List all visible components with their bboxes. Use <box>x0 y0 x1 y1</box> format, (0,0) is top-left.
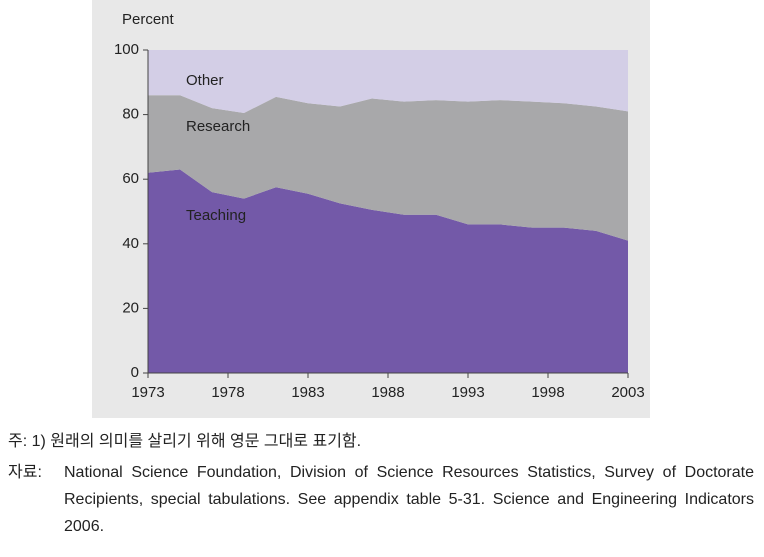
source-text: National Science Foundation, Division of… <box>64 464 754 535</box>
x-tick-label: 1993 <box>451 384 484 401</box>
y-tick-label: 40 <box>122 235 139 252</box>
y-tick-label: 20 <box>122 299 139 316</box>
y-tick-label: 100 <box>114 41 139 58</box>
y-tick-label: 80 <box>122 106 139 123</box>
x-tick-label: 1983 <box>291 384 324 401</box>
note: 주: 1) 원래의 의미를 살리기 위해 영문 그대로 표기함. <box>8 433 362 450</box>
chart: Percent Teaching Research Other 0 20 40 60 80 10… <box>114 11 645 401</box>
y-tick-label: 0 <box>131 364 139 381</box>
x-tick-label: 1978 <box>211 384 244 401</box>
x-tick-label: 1998 <box>531 384 564 401</box>
area <box>148 50 628 113</box>
series-label: Research <box>186 118 250 135</box>
area <box>148 95 628 241</box>
y-axis-label: Percent <box>122 11 175 28</box>
series-label: Other <box>186 72 224 89</box>
series-label: Teaching <box>186 207 246 224</box>
x-tick-label: 2003 <box>611 384 644 401</box>
area <box>148 169 628 373</box>
x-tick-label: 1973 <box>131 384 164 401</box>
source-label: 자료: <box>8 464 42 481</box>
y-tick-label: 60 <box>122 170 139 187</box>
x-tick-label: 1988 <box>371 384 404 401</box>
